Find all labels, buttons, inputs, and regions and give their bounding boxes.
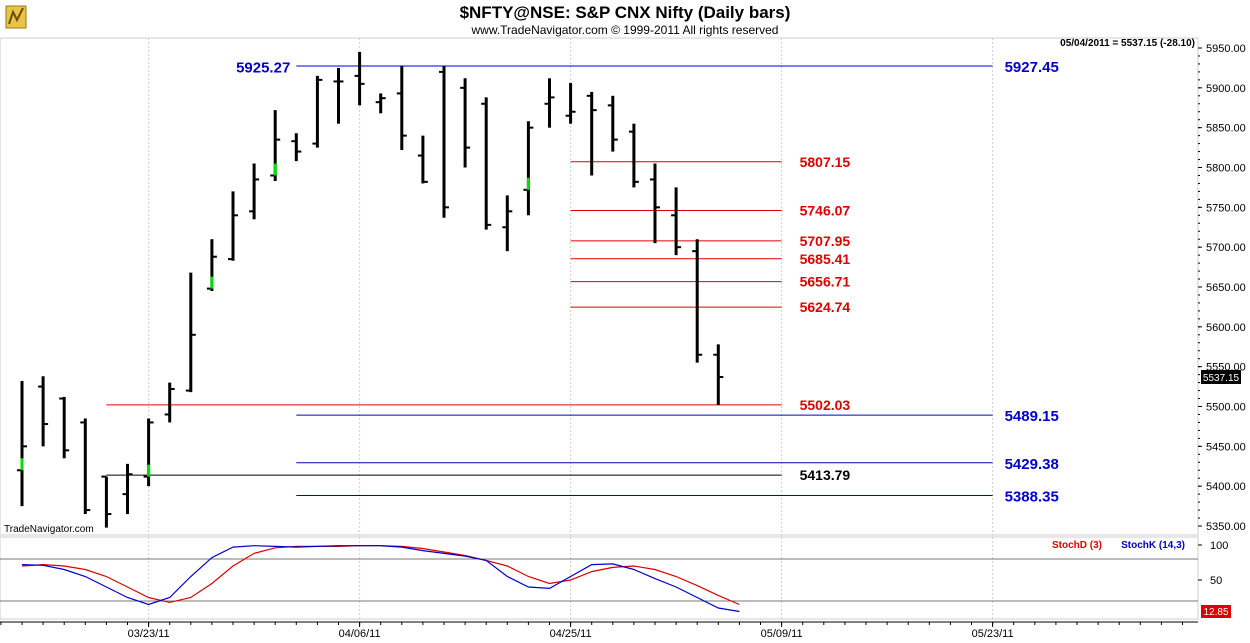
level-label: 5685.41: [800, 251, 851, 267]
y-tick-label: 5450.00: [1206, 441, 1246, 453]
ohlc-bar: [523, 121, 534, 216]
ohlc-bar: [460, 78, 471, 168]
level-label: 5429.38: [1005, 456, 1059, 473]
y-tick-label: 5650.00: [1206, 282, 1246, 294]
ohlc-bar: [607, 95, 618, 152]
ohlc-bar: [586, 91, 597, 176]
y-tick-label: 5350.00: [1206, 521, 1246, 533]
ohlc-bar: [164, 382, 175, 423]
stoch-lines: [21, 545, 740, 613]
level-label: 5502.03: [800, 397, 851, 413]
price-levels: 5925.27 5927.45 5807.15 5746.07 5707.95 5685.…: [106, 59, 1059, 505]
level-label: 5746.07: [800, 202, 851, 218]
chart-title: $NFTY@NSE: S&P CNX Nifty (Daily bars): [460, 3, 791, 22]
ohlc-bar: [692, 239, 703, 363]
x-tick-label: 03/23/11: [128, 628, 170, 640]
ohlc-bar: [417, 135, 428, 184]
ohlc-bar: [671, 187, 682, 256]
ohlc-bar: [101, 475, 112, 528]
ohlc-bar: [650, 163, 660, 244]
level-label: 5624.74: [800, 299, 851, 315]
stoch-line: [21, 545, 740, 606]
logo-icon: [5, 5, 27, 29]
price-bars: [17, 51, 724, 528]
ohlc-bar: [80, 418, 91, 515]
ohlc-bar: [17, 381, 27, 507]
y-tick-label: 5600.00: [1206, 322, 1246, 334]
level-label: 5413.79: [800, 467, 851, 483]
watermark: TradeNavigator.com: [4, 524, 94, 535]
ohlc-bar: [333, 67, 344, 124]
ohlc-bar: [185, 272, 196, 393]
y-tick-label: 5900.00: [1206, 83, 1246, 95]
level-label: 5707.95: [800, 233, 851, 249]
y-tick-label: 5500.00: [1206, 402, 1246, 414]
stoch-tick-label: 100: [1210, 540, 1228, 552]
level-label: 5489.15: [1005, 408, 1059, 425]
ohlc-bar: [713, 344, 724, 405]
ohlc-bar: [249, 163, 260, 220]
stoch-value-tag: 12.85: [1201, 605, 1231, 618]
price-y-axis: 5950.00 5900.00 5850.00 5800.00 5750.00 5700.…: [1198, 43, 1246, 533]
y-tick-label: 5950.00: [1206, 43, 1246, 55]
stoch-value-text: 12.85: [1203, 607, 1228, 618]
ohlc-bar: [59, 396, 70, 459]
stoch-line: [21, 545, 740, 613]
y-tick-label: 5700.00: [1206, 242, 1246, 254]
ohlc-bar: [565, 83, 576, 124]
ohlc-bar: [206, 239, 217, 291]
level-label: 5927.45: [1005, 59, 1059, 76]
stoch-panel-border: [0, 536, 1199, 620]
chart-subtitle: www.TradeNavigator.com © 1999-2011 All r…: [471, 23, 779, 37]
ohlc-bar: [143, 418, 154, 487]
ohlc-bar: [270, 110, 281, 182]
price-gridlines: [148, 38, 994, 619]
level-label: 5807.15: [800, 154, 851, 170]
stoch-tick-label: 50: [1210, 575, 1222, 587]
ohlc-bar: [544, 78, 555, 128]
level-label: 5388.35: [1005, 488, 1059, 505]
x-tick-label: 05/23/11: [972, 628, 1014, 640]
last-quote-label: 05/04/2011 = 5537.15 (-28.10): [1060, 38, 1195, 49]
ohlc-bar: [502, 195, 513, 252]
ohlc-bar: [291, 133, 302, 162]
stoch-panel: 100 50 StochD (3) StochK (14,3) 12.85: [0, 536, 1231, 620]
ohlc-bar: [628, 123, 639, 188]
price-panel: 5950.00 5900.00 5850.00 5800.00 5750.00 5700.…: [0, 37, 1246, 619]
ohlc-bar: [396, 66, 407, 150]
y-tick-label: 5400.00: [1206, 481, 1246, 493]
y-tick-label: 5750.00: [1206, 202, 1246, 214]
ohlc-bar: [122, 463, 133, 515]
ohlc-bar: [38, 376, 49, 447]
ohlc-bar: [312, 75, 323, 148]
y-tick-label: 5800.00: [1206, 163, 1246, 175]
ohlc-bar: [481, 97, 492, 230]
price-tag: 5537.15: [1201, 370, 1241, 384]
x-axis: 03/23/11 04/06/11 04/25/11 05/09/11 05/23/11: [0, 621, 1198, 640]
x-tick-label: 04/25/11: [550, 628, 592, 640]
x-tick-label: 05/09/11: [761, 628, 803, 640]
ohlc-bar: [375, 93, 386, 114]
level-label: 5925.27: [236, 60, 290, 77]
price-tag-text: 5537.15: [1203, 373, 1240, 384]
y-tick-label: 5850.00: [1206, 123, 1246, 135]
legend-stochd: StochD (3): [1052, 540, 1102, 551]
ohlc-bar: [354, 51, 365, 106]
ohlc-bar: [439, 66, 449, 218]
level-label: 5656.71: [800, 274, 851, 290]
stoch-y-axis: 100 50: [1198, 540, 1228, 587]
legend-stochk: StochK (14,3): [1121, 540, 1185, 551]
ohlc-bar: [228, 191, 238, 261]
x-tick-label: 04/06/11: [339, 628, 381, 640]
stoch-gridlines: [0, 558, 1198, 602]
